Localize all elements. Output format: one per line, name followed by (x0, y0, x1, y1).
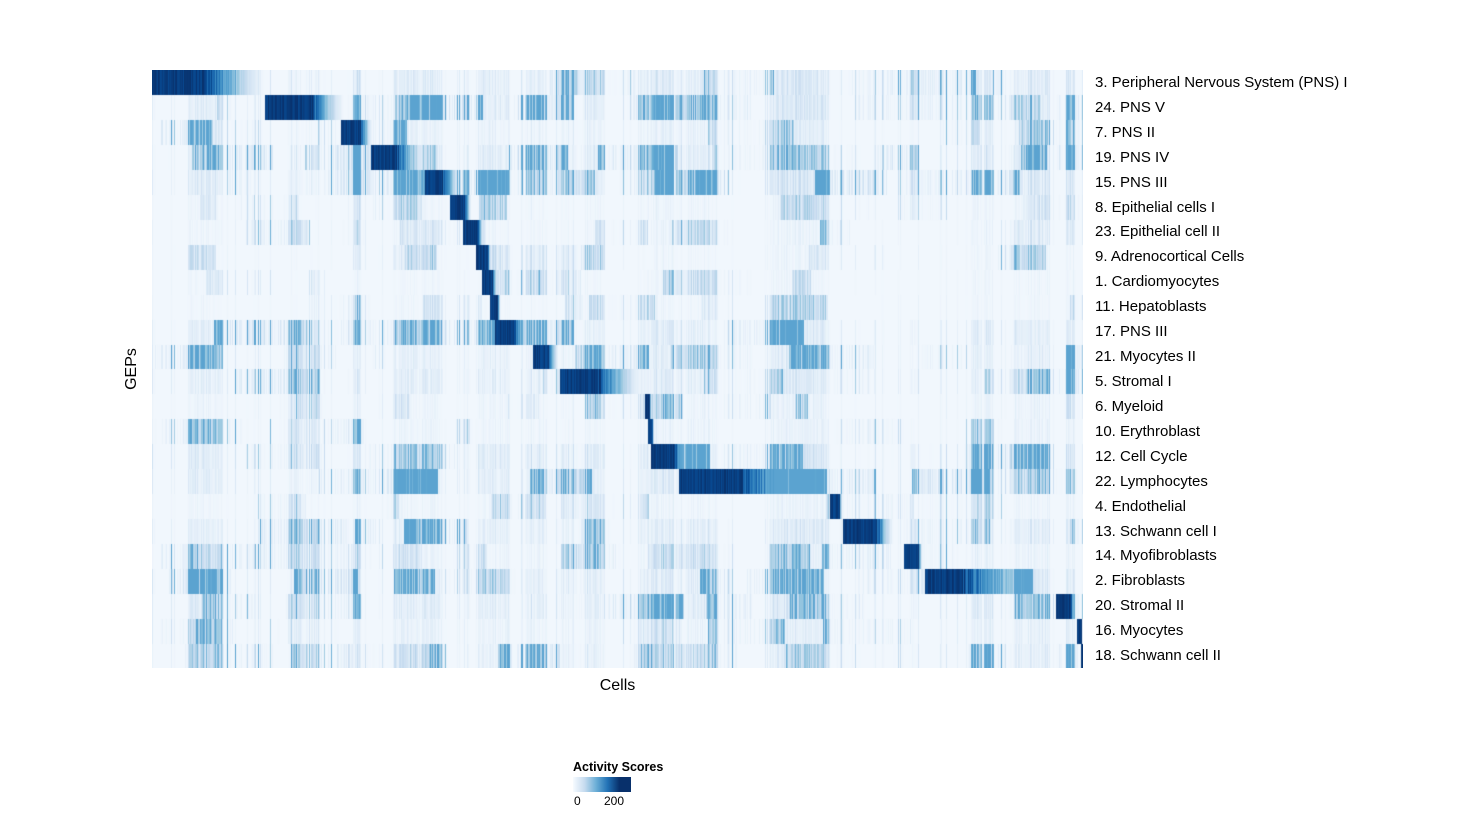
row-label: 5. Stromal I (1095, 373, 1172, 391)
row-label: 19. PNS IV (1095, 148, 1170, 166)
row-label: 1. Cardiomyocytes (1095, 273, 1220, 291)
activity-scores-legend: Activity Scores 0 200 (573, 760, 663, 808)
legend-ticks: 0 200 (573, 794, 653, 808)
row-label: 14. Myofibroblasts (1095, 547, 1217, 565)
legend-gradient-bar (573, 777, 631, 792)
legend-tick-max: 200 (604, 794, 625, 808)
legend-tick-min: 0 (574, 794, 581, 808)
row-label: 22. Lymphocytes (1095, 472, 1208, 490)
row-label: 20. Stromal II (1095, 597, 1185, 615)
row-label: 3. Peripheral Nervous System (PNS) I (1095, 73, 1348, 91)
row-label: 21. Myocytes II (1095, 348, 1196, 366)
row-label: 10. Erythroblast (1095, 422, 1201, 440)
row-label: 18. Schwann cell II (1095, 647, 1221, 665)
y-axis-label: GEPs (118, 70, 146, 668)
row-label: 6. Myeloid (1095, 397, 1164, 415)
row-label: 7. PNS II (1095, 123, 1156, 141)
x-axis-label: Cells (599, 677, 636, 694)
legend-title: Activity Scores (573, 760, 664, 774)
row-label: 9. Adrenocortical Cells (1095, 248, 1245, 266)
row-label: 24. PNS V (1095, 98, 1166, 116)
row-label: 17. PNS III (1095, 323, 1168, 341)
row-label: 8. Epithelial cells I (1095, 198, 1216, 216)
row-label: 13. Schwann cell I (1095, 522, 1217, 540)
row-label: 23. Epithelial cell II (1095, 223, 1221, 241)
y-axis-label-text: GEPs (123, 348, 141, 390)
row-label: 2. Fibroblasts (1095, 572, 1186, 590)
row-label: 15. PNS III (1095, 173, 1168, 191)
row-labels: 3. Peripheral Nervous System (PNS) I 24. … (1095, 70, 1455, 668)
row-label: 12. Cell Cycle (1095, 447, 1188, 465)
row-label: 16. Myocytes (1095, 622, 1184, 640)
row-label: 4. Endothelial (1095, 497, 1186, 515)
row-label: 11. Hepatoblasts (1095, 298, 1207, 316)
heatmap-canvas (152, 70, 1083, 668)
